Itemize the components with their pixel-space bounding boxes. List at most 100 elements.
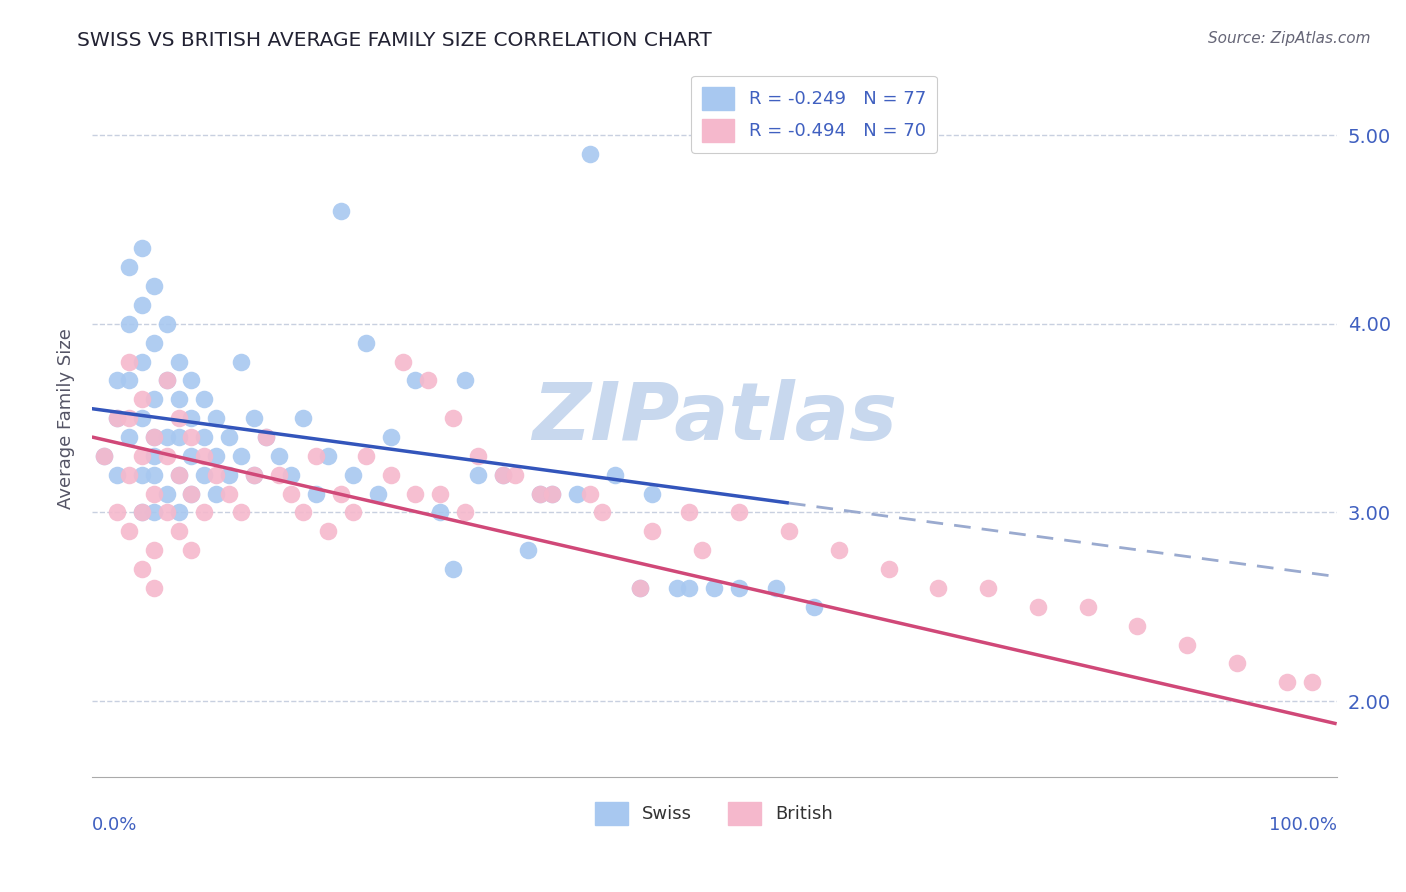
Point [318,524,340,539]
Point [180,543,202,558]
Point [131,562,153,576]
Point [218,467,240,482]
Point [143,543,166,558]
Point [529,486,551,500]
Point [105,373,128,387]
Point [305,486,328,500]
Point [628,581,651,595]
Point [155,373,177,387]
Point [342,467,364,482]
Point [131,411,153,425]
Point [641,524,664,539]
Point [367,486,389,500]
Point [318,449,340,463]
Point [118,411,141,425]
Point [143,430,166,444]
Point [193,506,215,520]
Point [193,449,215,463]
Point [167,392,190,407]
Point [454,373,477,387]
Text: 100.0%: 100.0% [1268,816,1337,834]
Point [280,467,302,482]
Point [118,354,141,368]
Point [143,430,166,444]
Point [118,524,141,539]
Point [180,373,202,387]
Point [467,449,489,463]
Point [105,467,128,482]
Point [143,581,166,595]
Point [467,467,489,482]
Point [180,486,202,500]
Point [143,467,166,482]
Point [118,430,141,444]
Point [567,486,589,500]
Point [1275,675,1298,690]
Point [491,467,513,482]
Point [193,392,215,407]
Point [105,411,128,425]
Point [231,449,253,463]
Point [329,486,352,500]
Point [516,543,538,558]
Point [690,543,713,558]
Point [292,411,315,425]
Point [155,373,177,387]
Point [603,467,626,482]
Point [267,467,290,482]
Point [977,581,1000,595]
Point [591,506,613,520]
Point [765,581,787,595]
Point [155,486,177,500]
Point [429,506,451,520]
Point [143,449,166,463]
Point [454,506,477,520]
Point [578,486,600,500]
Point [143,279,166,293]
Point [292,506,315,520]
Point [205,449,228,463]
Point [105,411,128,425]
Text: ZIPatlas: ZIPatlas [531,379,897,457]
Text: Source: ZipAtlas.com: Source: ZipAtlas.com [1208,31,1371,46]
Point [131,392,153,407]
Point [778,524,800,539]
Point [641,486,664,500]
Point [93,449,115,463]
Point [242,467,264,482]
Point [678,506,700,520]
Point [628,581,651,595]
Point [205,467,228,482]
Point [254,430,277,444]
Point [803,599,825,614]
Point [927,581,949,595]
Point [541,486,564,500]
Point [167,354,190,368]
Point [131,467,153,482]
Point [231,354,253,368]
Point [193,430,215,444]
Point [242,411,264,425]
Point [280,486,302,500]
Point [167,430,190,444]
Point [167,506,190,520]
Point [143,335,166,350]
Point [342,506,364,520]
Point [143,392,166,407]
Legend: Swiss, British: Swiss, British [588,795,841,832]
Point [218,486,240,500]
Point [155,506,177,520]
Point [380,430,402,444]
Point [118,317,141,331]
Point [118,260,141,275]
Point [1126,618,1149,632]
Point [529,486,551,500]
Point [380,467,402,482]
Point [1301,675,1323,690]
Point [877,562,900,576]
Point [118,373,141,387]
Point [578,147,600,161]
Point [728,506,751,520]
Point [118,467,141,482]
Point [1175,638,1198,652]
